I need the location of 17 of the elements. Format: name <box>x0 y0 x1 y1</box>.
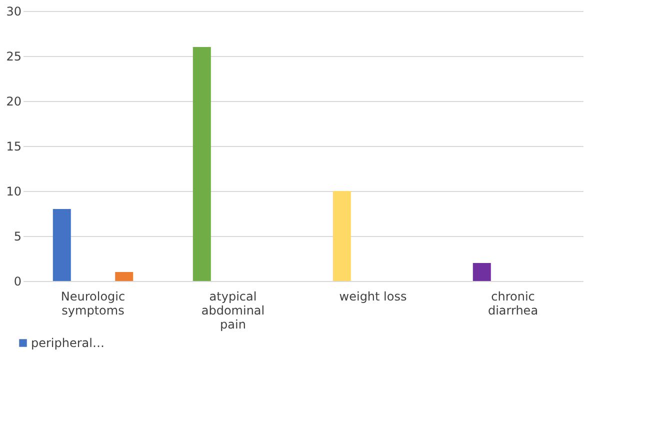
y-tick-label: 30 <box>6 4 22 18</box>
bar <box>332 191 351 281</box>
x-tick-label: weight loss <box>339 290 407 304</box>
y-tick-label: 0 <box>14 274 22 288</box>
x-tick-label: chronic diarrhea <box>488 290 538 318</box>
bar <box>472 263 491 281</box>
bar <box>115 272 134 281</box>
bar <box>52 209 71 281</box>
x-tick-label: atypical abdominal pain <box>201 290 265 332</box>
y-tick-label: 10 <box>6 184 22 198</box>
y-tick-label: 15 <box>6 140 22 154</box>
bar <box>192 47 211 281</box>
y-tick-label: 5 <box>14 230 22 244</box>
y-tick-label: 20 <box>6 94 22 108</box>
x-tick-label: Neurologic symptoms <box>60 290 126 318</box>
y-tick-label: 25 <box>6 50 22 64</box>
legend-label: peripheral… <box>31 336 104 350</box>
